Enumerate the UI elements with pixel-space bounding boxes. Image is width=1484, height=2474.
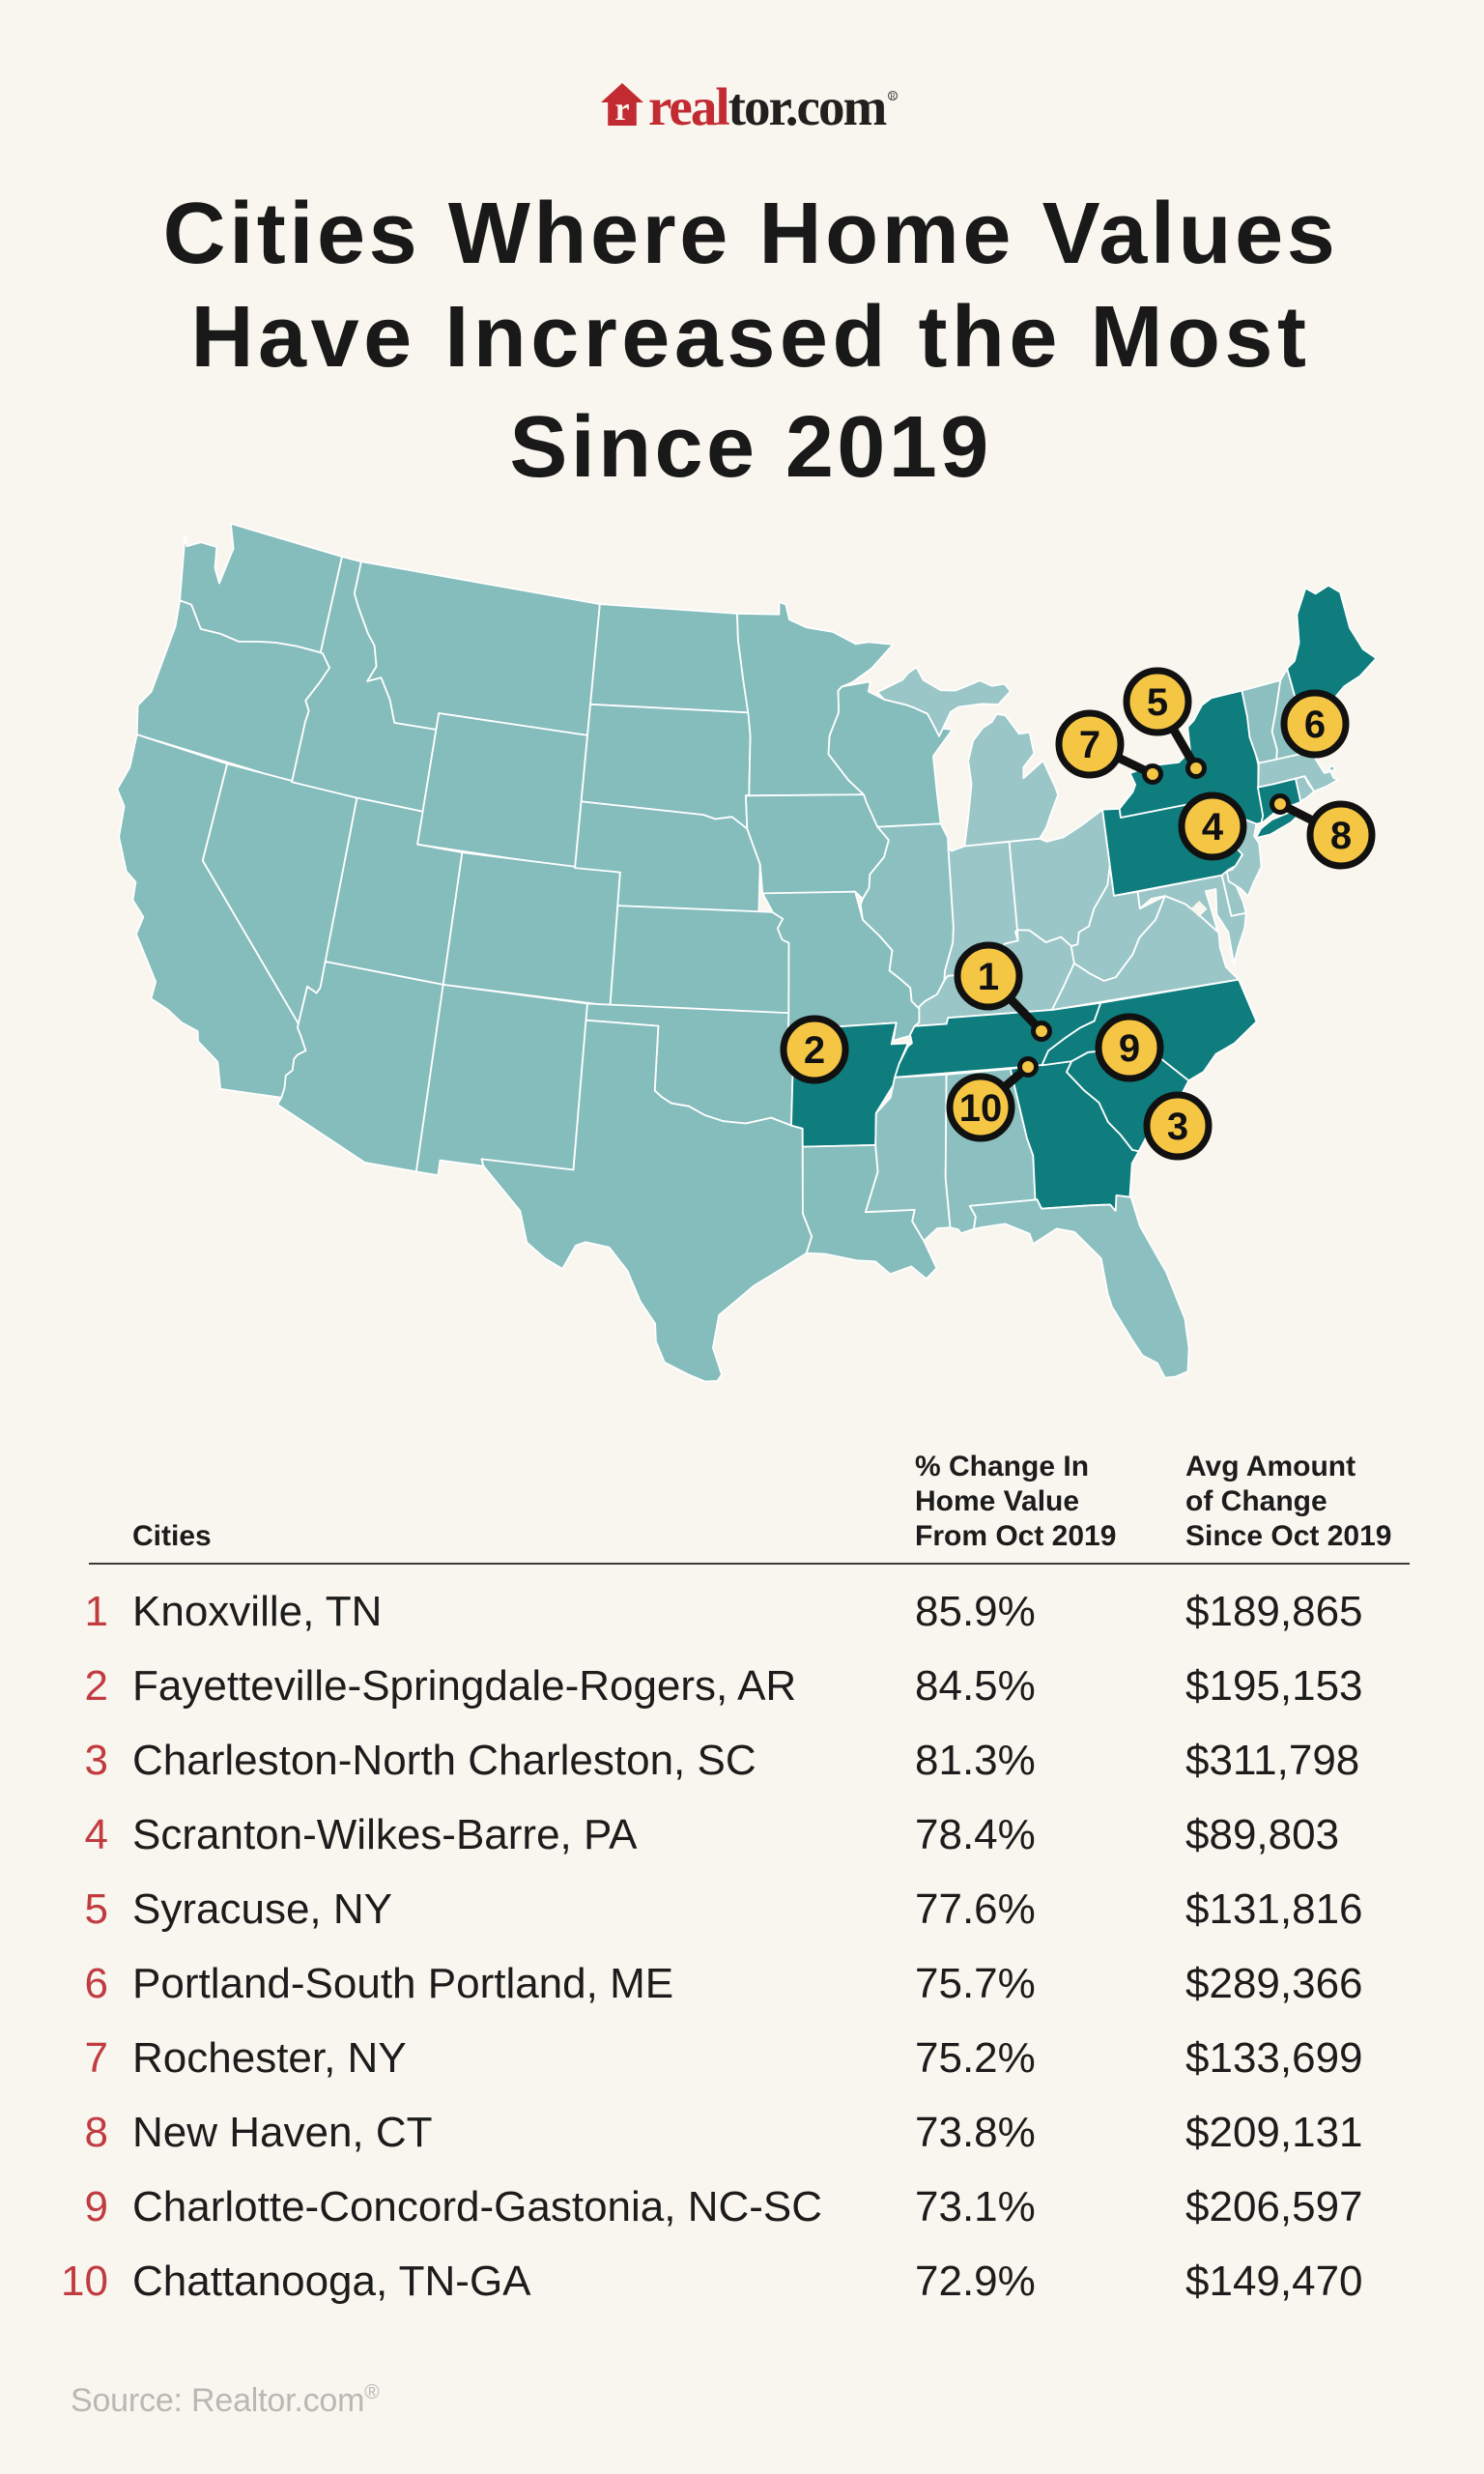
svg-text:2: 2 xyxy=(804,1029,825,1072)
svg-text:4: 4 xyxy=(1202,806,1224,849)
svg-text:9: 9 xyxy=(1119,1027,1140,1070)
svg-text:10: 10 xyxy=(959,1087,1003,1130)
svg-text:realtor.com: realtor.com xyxy=(648,83,886,129)
svg-text:7: 7 xyxy=(1079,724,1100,766)
svg-text:3: 3 xyxy=(1167,1106,1188,1148)
svg-text:8: 8 xyxy=(1330,815,1352,857)
svg-text:5: 5 xyxy=(1147,681,1168,724)
svg-text:6: 6 xyxy=(1304,704,1326,746)
svg-text:r: r xyxy=(614,92,629,128)
svg-text:1: 1 xyxy=(978,956,999,998)
svg-text:R: R xyxy=(890,92,896,101)
